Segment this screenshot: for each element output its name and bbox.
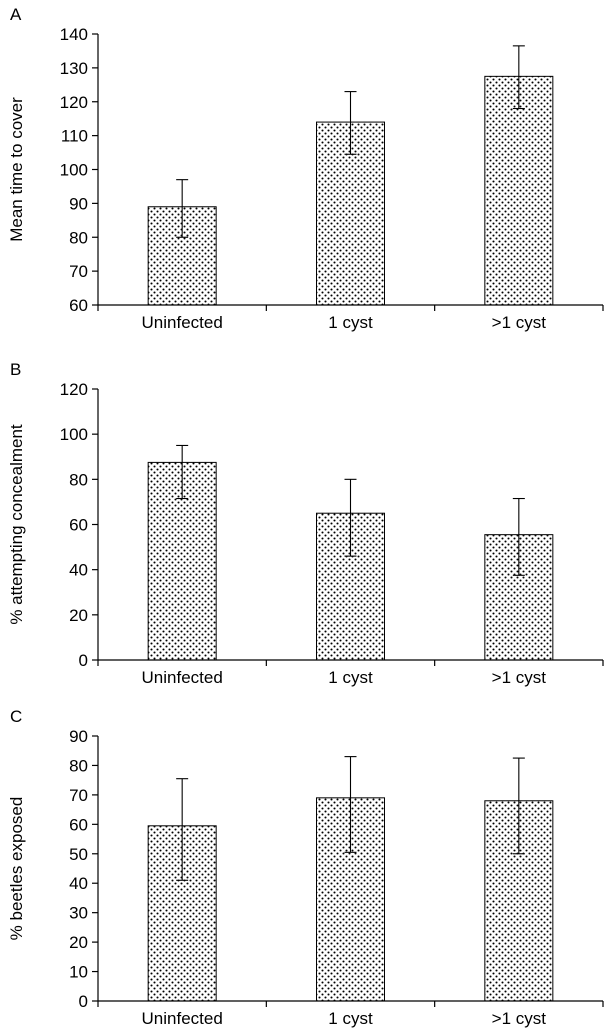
y-tick-label: 90: [69, 727, 88, 746]
y-tick-label: 50: [69, 845, 88, 864]
y-tick-label: 110: [61, 127, 88, 146]
y-tick-label: 90: [69, 194, 88, 213]
panel-label: B: [10, 360, 21, 379]
y-axis-label: % attempting concealment: [7, 424, 26, 625]
x-tick-label: >1 cyst: [492, 668, 547, 687]
x-tick-label: >1 cyst: [492, 1009, 547, 1028]
x-tick-label: 1 cyst: [328, 668, 373, 687]
y-tick-label: 100: [60, 425, 88, 444]
y-tick-label: 20: [69, 606, 88, 625]
panel-b: B % attempting concealment 0 20 40 60 80 100 120…: [7, 360, 604, 687]
y-tick-label: 20: [69, 933, 88, 952]
y-tick-label: 0: [79, 651, 88, 670]
x-tick-label: Uninfected: [142, 313, 223, 332]
y-tick-label: 130: [60, 59, 88, 78]
y-tick-label: 70: [69, 262, 88, 281]
y-tick-label: 60: [69, 815, 88, 834]
y-tick-label: 0: [79, 992, 88, 1011]
panel-c: C % beetles exposed 0 10 20 30 40 50 60 70 80 90 Uni…: [7, 707, 604, 1028]
y-axis-label: Mean time to cover: [7, 97, 26, 242]
y-tick-label: 120: [60, 380, 88, 399]
x-tick-label: 1 cyst: [328, 313, 373, 332]
y-tick-label: 80: [69, 756, 88, 775]
panel-label: C: [10, 707, 22, 726]
panel-label: A: [10, 5, 22, 24]
panel-a: A Mean time to cover 60 70 80 90 100 110 120 130 1…: [7, 5, 604, 332]
bar: [484, 75, 554, 306]
y-tick-label: 120: [60, 93, 88, 112]
y-tick-label: 60: [69, 516, 88, 535]
y-tick-label: 80: [69, 470, 88, 489]
y-tick-label: 40: [69, 874, 88, 893]
y-tick-label: 60: [69, 296, 88, 315]
y-tick-label: 100: [60, 161, 88, 180]
y-tick-label: 70: [69, 786, 88, 805]
x-tick-label: >1 cyst: [492, 313, 547, 332]
y-tick-label: 40: [69, 561, 88, 580]
y-tick-label: 10: [69, 963, 88, 982]
y-tick-label: 30: [69, 904, 88, 923]
y-axis-label: % beetles exposed: [7, 797, 26, 941]
x-tick-label: Uninfected: [142, 1009, 223, 1028]
x-tick-label: Uninfected: [142, 668, 223, 687]
x-tick-label: 1 cyst: [328, 1009, 373, 1028]
y-tick-label: 80: [69, 228, 88, 247]
y-tick-label: 140: [60, 25, 88, 44]
